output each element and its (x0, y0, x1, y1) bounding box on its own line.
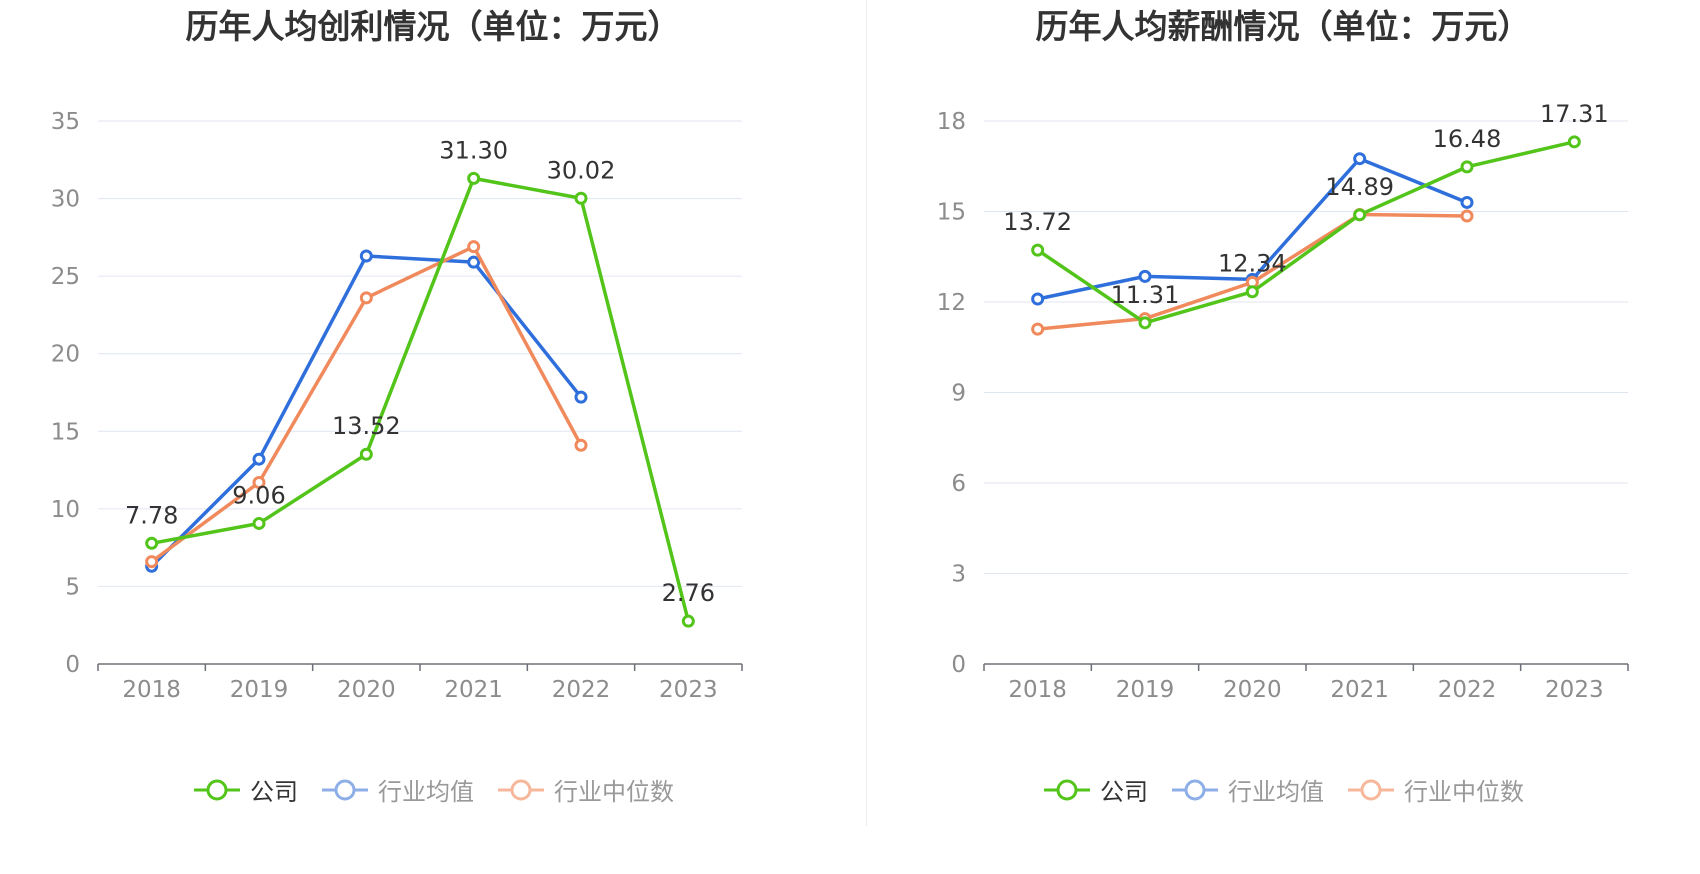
y-tick-label: 0 (65, 652, 80, 678)
y-tick-label: 9 (951, 381, 966, 407)
data-label: 31.30 (439, 136, 508, 164)
data-point-company (574, 191, 588, 205)
legend-label: 公司 (1100, 778, 1148, 806)
y-tick-label: 5 (65, 574, 80, 600)
data-point-industry_avg (1138, 269, 1152, 283)
legend-marker-company (194, 779, 240, 800)
data-label: 11.31 (1111, 281, 1180, 309)
legend: 公司 行业均值 行业中位数 (0, 772, 866, 807)
data-point-industry_avg (1031, 292, 1045, 306)
data-label: 13.72 (1003, 208, 1072, 236)
data-point-company (1031, 243, 1045, 257)
data-point-company (359, 447, 373, 461)
legend-item-industry-avg[interactable]: 行业均值 (1170, 772, 1324, 807)
chart-panel-profit-per-capita: 历年人均创利情况（单位：万元） 0 5 10 15 20 25 30 35 2018 2019 20… (0, 7, 866, 807)
data-point-company (145, 536, 159, 550)
x-tick-label: 2022 (552, 677, 611, 703)
data-point-industry_avg (1460, 195, 1474, 209)
data-label: 12.34 (1218, 250, 1287, 278)
x-tick-label: 2022 (1438, 677, 1497, 703)
legend-marker-industry-median (1348, 779, 1394, 800)
y-tick-label: 6 (951, 471, 966, 497)
line-chart-profit: 0 5 10 15 20 25 30 35 2018 2019 2020 2021 2022 2023 7.… (51, 109, 743, 703)
y-tick-label: 10 (51, 497, 80, 523)
x-tick-label: 2019 (1116, 677, 1175, 703)
data-point-industry_median (359, 291, 373, 305)
x-tick-label: 2021 (1330, 677, 1389, 703)
series-line-company (1036, 140, 1575, 325)
series-line-company (151, 176, 691, 622)
data-point-company (681, 614, 695, 628)
data-point-industry_avg (359, 249, 373, 263)
chart-panel-salary-per-capita: 历年人均薪酬情况（单位：万元） 0 3 6 9 12 15 18 2018 2019 2020 20… (866, 0, 1700, 874)
data-point-industry_median (252, 475, 266, 489)
y-tick-label: 18 (937, 109, 966, 135)
data-point-industry_median (467, 240, 481, 254)
y-tick-label: 15 (51, 419, 80, 445)
data-point-industry_avg (1353, 152, 1367, 166)
data-point-company (1353, 208, 1367, 222)
legend-marker-company (1044, 779, 1090, 800)
chart-title: 历年人均薪酬情况（单位：万元） (1035, 7, 1531, 46)
y-tick-label: 15 (937, 200, 966, 226)
data-point-industry_avg (467, 255, 481, 269)
legend-label: 行业均值 (378, 778, 474, 806)
y-tick-label: 3 (951, 562, 966, 588)
data-point-company (1138, 316, 1152, 330)
y-tick-label: 20 (51, 342, 80, 368)
legend: 公司 行业均值 行业中位数 (866, 772, 1700, 807)
data-point-industry_median (145, 555, 159, 569)
data-label: 14.89 (1325, 173, 1394, 201)
data-point-industry_median (574, 438, 588, 452)
data-point-industry_avg (574, 390, 588, 404)
y-tick-label: 35 (51, 109, 80, 135)
y-tick-label: 12 (937, 290, 966, 316)
legend-label: 行业均值 (1228, 778, 1324, 806)
y-tick-label: 30 (51, 187, 80, 213)
panel-divider (866, 0, 867, 826)
data-point-company (467, 171, 481, 185)
x-tick-label: 2020 (337, 677, 396, 703)
x-tick-label: 2020 (1223, 677, 1282, 703)
data-label: 2.76 (662, 579, 715, 607)
y-tick-label: 25 (51, 264, 80, 290)
legend-marker-industry-avg (1172, 779, 1218, 800)
x-tick-label: 2023 (659, 677, 718, 703)
y-tick-label: 0 (951, 652, 966, 678)
data-label: 9.06 (232, 481, 285, 509)
data-point-industry_median (1031, 322, 1045, 336)
x-tick-label: 2018 (122, 677, 181, 703)
x-tick-label: 2018 (1008, 677, 1067, 703)
legend-label: 公司 (250, 778, 298, 806)
line-chart-salary: 0 3 6 9 12 15 18 2018 2019 2020 2021 2022 2023 13.72 1… (937, 100, 1629, 703)
legend-marker-industry-median (498, 779, 544, 800)
legend-item-industry-median[interactable]: 行业中位数 (1346, 772, 1524, 807)
data-label: 17.31 (1540, 100, 1609, 128)
data-label: 13.52 (332, 412, 401, 440)
data-label: 7.78 (125, 501, 178, 529)
legend-item-company[interactable]: 公司 (1042, 772, 1148, 807)
data-point-company (1567, 135, 1581, 149)
x-tick-label: 2021 (444, 677, 503, 703)
legend-label: 行业中位数 (1404, 778, 1524, 806)
data-point-industry_avg (252, 452, 266, 466)
x-tick-label: 2019 (230, 677, 289, 703)
legend-item-industry-median[interactable]: 行业中位数 (496, 772, 674, 807)
data-point-company (252, 516, 266, 530)
data-label: 16.48 (1433, 125, 1502, 153)
data-point-company (1460, 160, 1474, 174)
legend-item-company[interactable]: 公司 (192, 772, 298, 807)
legend-label: 行业中位数 (554, 778, 674, 806)
chart-title: 历年人均创利情况（单位：万元） (185, 7, 681, 46)
x-tick-label: 2023 (1545, 677, 1604, 703)
data-point-industry_median (1460, 209, 1474, 223)
data-label: 30.02 (547, 156, 616, 184)
data-point-company (1245, 285, 1259, 299)
legend-item-industry-avg[interactable]: 行业均值 (320, 772, 474, 807)
legend-marker-industry-avg (322, 779, 368, 800)
